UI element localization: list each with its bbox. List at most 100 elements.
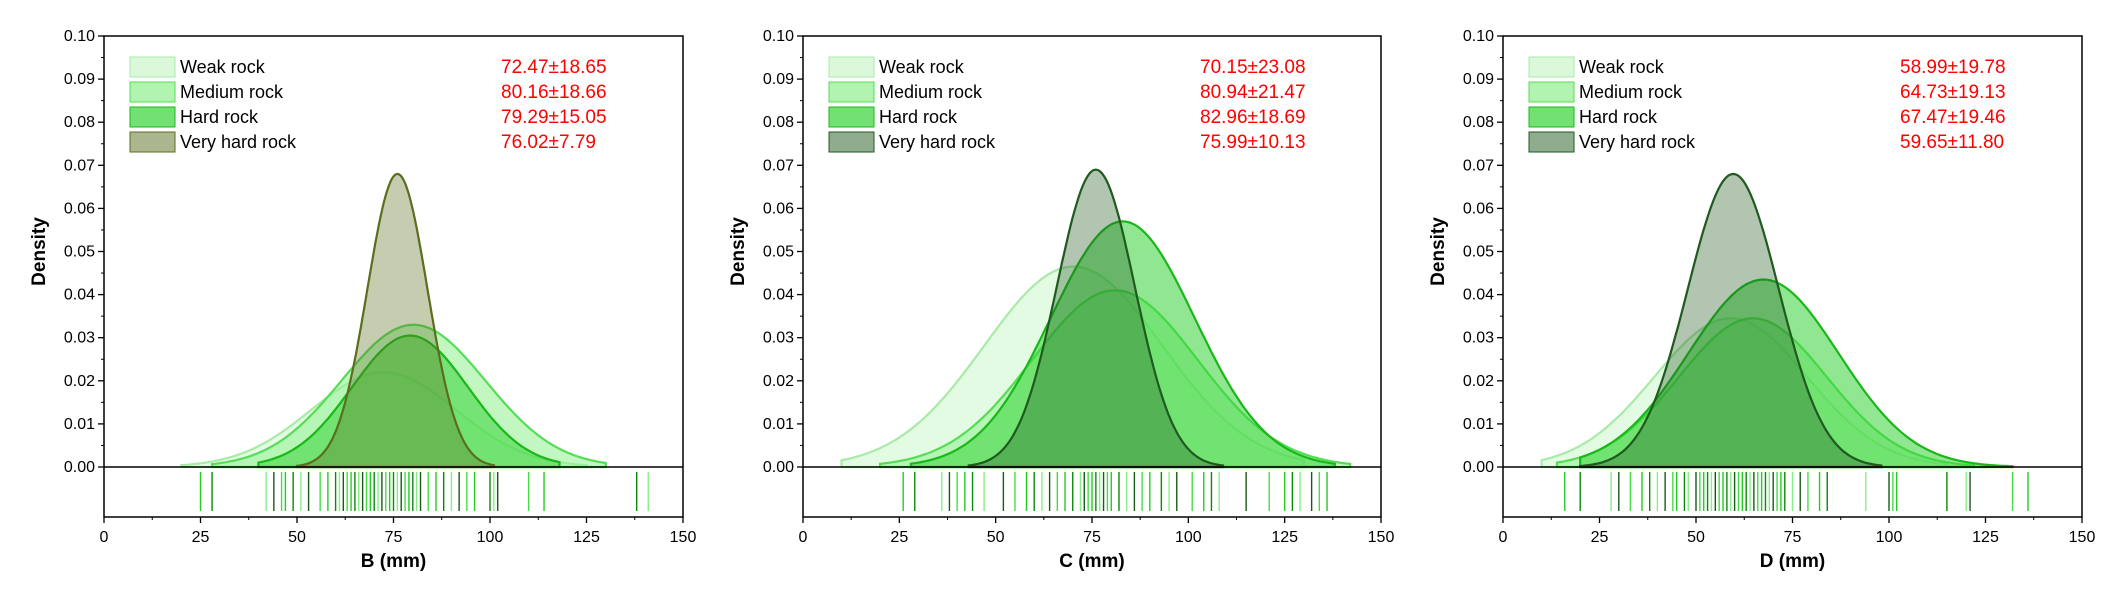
legend: Weak rock Medium rock Hard rock Very hard r…	[828, 56, 996, 153]
legend-label: Weak rock	[1579, 57, 1665, 77]
y-axis-label: Density	[1428, 217, 1449, 286]
x-tick-label: 25	[890, 529, 908, 546]
y-tick-label: 0.04	[1463, 287, 1494, 304]
stats-annotation: 76.02±7.79	[501, 132, 596, 153]
y-tick-label: 0.10	[64, 28, 95, 45]
stats-annotation: 75.99±10.13	[1200, 132, 1306, 153]
density-curve-very-hard-rock	[967, 168, 1225, 469]
rug-plot	[902, 472, 1328, 511]
legend-swatch-medium-rock	[129, 81, 176, 103]
y-tick-label: 0.05	[1463, 244, 1494, 261]
legend-swatch-very-hard-rock	[828, 131, 875, 153]
x-tick-label: 50	[288, 529, 306, 546]
legend: Weak rock Medium rock Hard rock Very hard r…	[129, 56, 297, 153]
x-tick-label: 150	[1368, 529, 1395, 546]
panel-D: 0.00 0.01 0.02 0.03 0.04 0.05 0.06 0.07 0.08 0.09…	[1428, 28, 2095, 572]
x-axis-label: B (mm)	[361, 551, 426, 572]
legend-label: Hard rock	[1579, 107, 1658, 127]
y-tick-label: 0.10	[1463, 28, 1494, 45]
legend-swatch-weak-rock	[1528, 56, 1575, 78]
y-tick-label: 0.03	[763, 330, 794, 347]
y-axis-label: Density	[728, 217, 749, 286]
x-tick-label: 0	[100, 529, 109, 546]
y-tick-label: 0.06	[1463, 200, 1494, 217]
y-tick-label: 0.09	[763, 71, 794, 88]
legend-swatch-medium-rock	[1528, 81, 1575, 103]
y-tick-label: 0.09	[1463, 71, 1494, 88]
stats-annotation: 72.47±18.65	[501, 57, 607, 78]
y-tick-label: 0.00	[763, 459, 794, 476]
panel-C: 0.00 0.01 0.02 0.03 0.04 0.05 0.06 0.07 0.08 0.09…	[728, 28, 1394, 572]
legend: Weak rock Medium rock Hard rock Very hard r…	[1528, 56, 1696, 153]
legend-label: Medium rock	[180, 82, 284, 102]
y-tick-label: 0.02	[763, 373, 794, 390]
legend-label: Hard rock	[879, 107, 958, 127]
y-tick-label: 0.06	[64, 200, 95, 217]
legend-label: Weak rock	[180, 57, 266, 77]
y-tick-label: 0.09	[64, 71, 95, 88]
legend-label: Hard rock	[180, 107, 259, 127]
x-axis-label: D (mm)	[1760, 551, 1825, 572]
x-axis-label: C (mm)	[1059, 551, 1124, 572]
x-tick-label: 50	[1687, 529, 1705, 546]
legend-label: Very hard rock	[1579, 132, 1696, 152]
panel-B: 0.00 0.01 0.02 0.03 0.04 0.05 0.06 0.07 0.08 0.09…	[29, 28, 696, 572]
y-tick-label: 0.03	[64, 330, 95, 347]
stats-annotation: 59.65±11.80	[1900, 132, 2004, 153]
stats-annotation: 70.15±23.08	[1200, 57, 1306, 78]
stats-annotation: 67.47±19.46	[1900, 107, 2006, 128]
density-curve-very-hard-rock	[295, 172, 495, 469]
stats-annotation: 64.73±19.13	[1900, 82, 2006, 103]
legend-swatch-very-hard-rock	[129, 131, 176, 153]
y-tick-label: 0.10	[763, 28, 794, 45]
legend-label: Weak rock	[879, 57, 965, 77]
y-tick-label: 0.07	[64, 157, 95, 174]
legend-swatch-hard-rock	[1528, 106, 1575, 128]
x-tick-label: 100	[1175, 529, 1202, 546]
x-tick-label: 125	[1972, 529, 1999, 546]
y-tick-label: 0.03	[1463, 330, 1494, 347]
rug-plot	[1564, 472, 2029, 511]
y-tick-label: 0.01	[763, 416, 794, 433]
legend-swatch-hard-rock	[129, 106, 176, 128]
legend-swatch-weak-rock	[828, 56, 875, 78]
x-tick-label: 25	[192, 529, 210, 546]
rug-plot	[199, 472, 649, 511]
y-tick-label: 0.07	[1463, 157, 1494, 174]
legend-label: Medium rock	[1579, 82, 1683, 102]
x-tick-label: 75	[1083, 529, 1101, 546]
x-tick-label: 125	[573, 529, 600, 546]
y-tick-label: 0.02	[1463, 373, 1494, 390]
stats-annotation: 80.94±21.47	[1200, 82, 1306, 103]
stats-annotation: 79.29±15.05	[501, 107, 607, 128]
legend-label: Very hard rock	[879, 132, 996, 152]
y-tick-label: 0.05	[763, 244, 794, 261]
y-tick-label: 0.04	[763, 287, 794, 304]
x-tick-label: 125	[1271, 529, 1298, 546]
stats-annotation: 82.96±18.69	[1200, 107, 1306, 128]
y-tick-label: 0.00	[64, 459, 95, 476]
y-tick-label: 0.05	[64, 244, 95, 261]
legend-swatch-medium-rock	[828, 81, 875, 103]
y-tick-label: 0.08	[763, 114, 794, 131]
stats-annotation: 80.16±18.66	[501, 82, 607, 103]
y-tick-label: 0.07	[763, 157, 794, 174]
legend-swatch-weak-rock	[129, 56, 176, 78]
y-axis-label: Density	[29, 217, 50, 286]
legend-label: Very hard rock	[180, 132, 297, 152]
x-tick-label: 150	[2069, 529, 2096, 546]
x-tick-label: 150	[670, 529, 697, 546]
x-tick-label: 25	[1591, 529, 1609, 546]
x-tick-label: 75	[1784, 529, 1802, 546]
y-tick-label: 0.00	[1463, 459, 1494, 476]
x-tick-label: 0	[799, 529, 808, 546]
density-curve-hard-rock	[909, 220, 1336, 469]
legend-label: Medium rock	[879, 82, 983, 102]
y-tick-label: 0.08	[1463, 114, 1494, 131]
legend-swatch-hard-rock	[828, 106, 875, 128]
y-tick-label: 0.01	[64, 416, 95, 433]
stats-annotation: 58.99±19.78	[1900, 57, 2006, 78]
y-tick-label: 0.01	[1463, 416, 1494, 433]
density-curve-hard-rock	[1579, 278, 2014, 469]
